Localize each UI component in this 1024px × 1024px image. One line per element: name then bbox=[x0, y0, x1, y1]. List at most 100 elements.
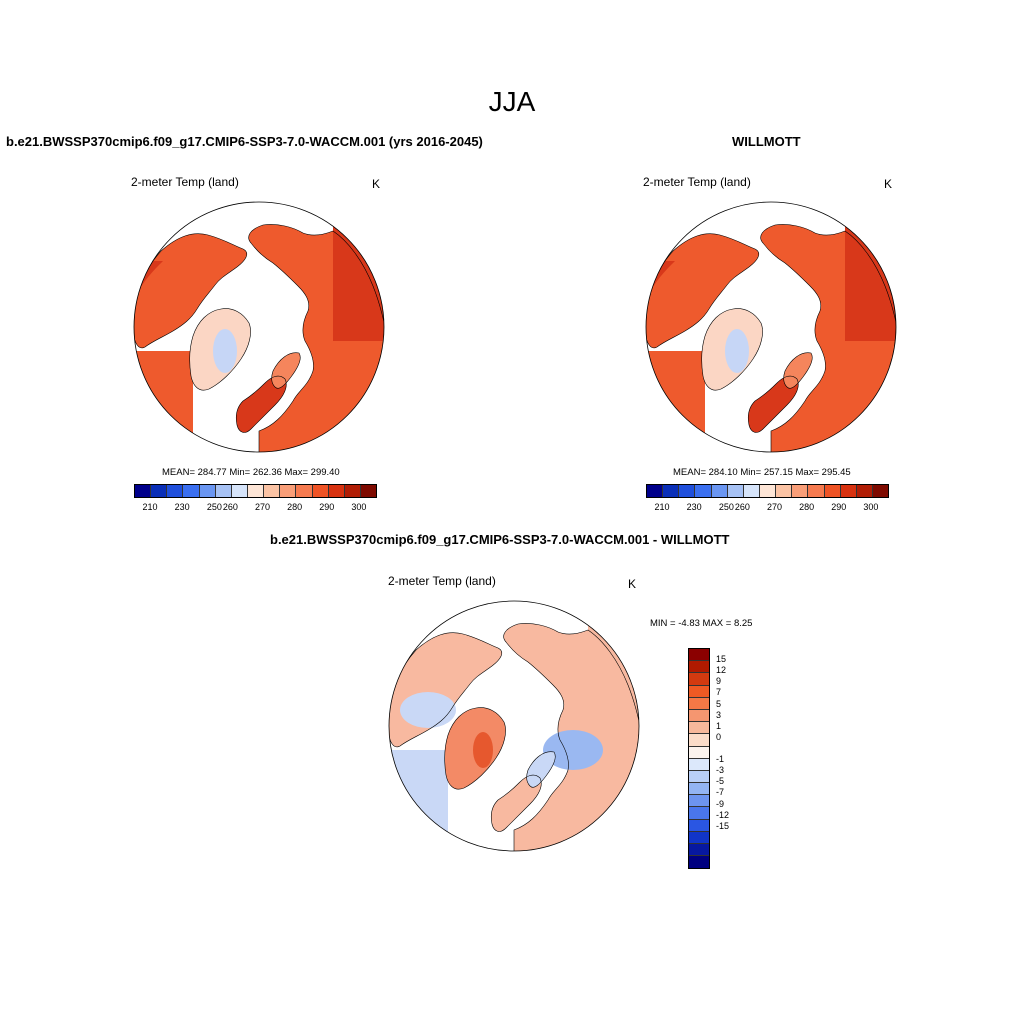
colorbar-tick-label: 230 bbox=[174, 502, 190, 512]
colorbar-tick-label: 210 bbox=[142, 502, 158, 512]
panel-3-variable-label: 2-meter Temp (land) bbox=[388, 574, 496, 588]
land-scandinavia bbox=[271, 352, 301, 389]
coastline bbox=[747, 375, 799, 433]
coastline bbox=[783, 352, 813, 389]
land-europe bbox=[236, 376, 287, 433]
colorbar-cell bbox=[776, 485, 793, 497]
land-scandinavia bbox=[783, 352, 813, 389]
colorbar-cell bbox=[135, 485, 152, 497]
colorbar-cell bbox=[695, 485, 712, 497]
colorbar-cell bbox=[689, 831, 709, 844]
panel-2-title: WILLMOTT bbox=[732, 134, 801, 149]
colorbar-cell bbox=[743, 485, 760, 497]
colorbar-tick-label: -12 bbox=[716, 809, 730, 820]
colorbar-tick-label: 300 bbox=[863, 502, 879, 512]
colorbar-tick-label: 290 bbox=[831, 502, 847, 512]
colorbar-cell bbox=[689, 734, 709, 747]
panel-2-variable-label: 2-meter Temp (land) bbox=[643, 175, 751, 189]
colorbar-cell bbox=[689, 819, 709, 832]
colorbar-tick-label: 12 bbox=[716, 665, 727, 676]
colorbar-cell bbox=[199, 485, 216, 497]
panel-3-unit-label: K bbox=[628, 577, 637, 591]
coastline bbox=[646, 233, 760, 349]
colorbar-cell bbox=[808, 485, 825, 497]
coastline bbox=[134, 233, 248, 349]
colorbar-cell bbox=[328, 485, 345, 497]
colorbar-cell bbox=[183, 485, 200, 497]
coastline bbox=[503, 623, 639, 851]
land-fill bbox=[389, 750, 448, 851]
land-scandinavia bbox=[526, 751, 556, 788]
colorbar-cell bbox=[689, 649, 709, 662]
colorbar-cell bbox=[824, 485, 841, 497]
colorbar-cell bbox=[280, 485, 297, 497]
land-fill bbox=[646, 351, 705, 452]
warm-anomaly bbox=[473, 732, 493, 768]
panel-1-title: b.e21.BWSSP370cmip6.f09_g17.CMIP6-SSP3-7… bbox=[6, 134, 483, 149]
colorbar-cell bbox=[689, 697, 709, 710]
colorbar-cell bbox=[689, 856, 709, 869]
panel-1-polar-map bbox=[133, 201, 385, 453]
colorbar-cell bbox=[856, 485, 873, 497]
panel-2-colorbar-ticks: 210 230 250 260 270 280 290 300 bbox=[646, 502, 887, 514]
colorbar-cell bbox=[689, 673, 709, 686]
colorbar-tick-label: 290 bbox=[319, 502, 335, 512]
coastline bbox=[235, 375, 287, 433]
colorbar-cell bbox=[872, 485, 889, 497]
colorbar-cell bbox=[312, 485, 329, 497]
colorbar-tick-label: -5 bbox=[716, 776, 725, 787]
coastline bbox=[526, 751, 556, 788]
colorbar-cell bbox=[711, 485, 728, 497]
coastline bbox=[271, 352, 301, 389]
colorbar-cell bbox=[689, 758, 709, 771]
season-title: JJA bbox=[488, 86, 536, 117]
coastline bbox=[389, 632, 503, 748]
coastline bbox=[490, 774, 542, 832]
colorbar-cell bbox=[689, 709, 709, 723]
panel-3-min-max: MIN = -4.83 MAX = 8.25 bbox=[650, 618, 753, 629]
colorbar-cell bbox=[759, 485, 777, 497]
colorbar-cell bbox=[264, 485, 281, 497]
colorbar-tick-label: 1 bbox=[716, 720, 722, 731]
colorbar-tick-label: 260 bbox=[734, 502, 750, 512]
colorbar-tick-label: 300 bbox=[351, 502, 367, 512]
colorbar-cell bbox=[840, 485, 857, 497]
cool-anomaly bbox=[400, 692, 456, 728]
colorbar-cell bbox=[689, 661, 709, 674]
colorbar-cell bbox=[360, 485, 377, 497]
map-boundary bbox=[133, 201, 385, 453]
colorbar-cell bbox=[689, 795, 709, 808]
colorbar-cell bbox=[151, 485, 168, 497]
map-boundary bbox=[388, 600, 640, 852]
colorbar-tick-label: 15 bbox=[716, 654, 727, 665]
panel-1-variable-label: 2-meter Temp (land) bbox=[131, 175, 239, 189]
colorbar-tick-label: 250 bbox=[206, 502, 222, 512]
colorbar-tick-label: 3 bbox=[716, 709, 722, 720]
colorbar-tick-label: 210 bbox=[654, 502, 670, 512]
panel-3-colorbar bbox=[688, 648, 710, 870]
colorbar-cell bbox=[663, 485, 680, 497]
colorbar-cell bbox=[647, 485, 664, 497]
greenland-ice bbox=[213, 329, 237, 373]
colorbar-cell bbox=[689, 844, 709, 857]
colorbar-tick-label: -15 bbox=[716, 820, 730, 831]
colorbar-tick-label: 0 bbox=[716, 731, 722, 742]
land-fill bbox=[134, 351, 193, 452]
panel-2-stats: MEAN= 284.10 Min= 257.15 Max= 295.45 bbox=[673, 467, 851, 478]
colorbar-tick-label: 260 bbox=[222, 502, 238, 512]
colorbar-cell bbox=[344, 485, 361, 497]
colorbar-tick-label: 280 bbox=[799, 502, 815, 512]
panel-3-polar-map bbox=[388, 600, 640, 852]
colorbar-tick-label: 270 bbox=[255, 502, 271, 512]
colorbar-tick-label: 5 bbox=[716, 698, 722, 709]
panel-3-title: b.e21.BWSSP370cmip6.f09_g17.CMIP6-SSP3-7… bbox=[270, 532, 730, 547]
colorbar-tick-label: -1 bbox=[716, 754, 725, 765]
colorbar-tick-label: 270 bbox=[767, 502, 783, 512]
coastline bbox=[248, 224, 384, 452]
colorbar-cell bbox=[689, 770, 709, 784]
colorbar-tick-label: 7 bbox=[716, 687, 722, 698]
colorbar-cell bbox=[231, 485, 248, 497]
panel-3-colorbar-ticks: 15 12 9 7 5 3 1 0 -1 -3 -5 -7 -9 -12 -15 bbox=[716, 648, 746, 848]
panel-2-colorbar bbox=[646, 484, 889, 498]
panel-1-stats: MEAN= 284.77 Min= 262.36 Max= 299.40 bbox=[162, 467, 340, 478]
